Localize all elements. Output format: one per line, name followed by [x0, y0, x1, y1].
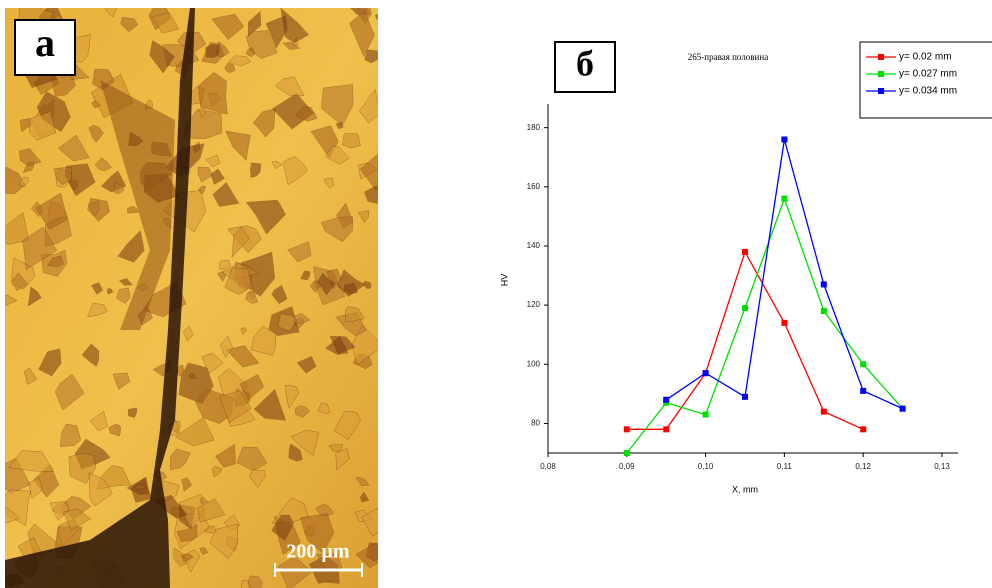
- y-tick-label: 80: [531, 419, 540, 428]
- y-axis-label: HV: [499, 274, 509, 287]
- x-tick-label: 0,13: [934, 462, 950, 471]
- x-tick-label: 0,09: [619, 462, 635, 471]
- point: [821, 409, 827, 415]
- point: [742, 305, 748, 311]
- grain: [342, 134, 360, 149]
- x-tick-label: 0,11: [777, 462, 793, 471]
- point: [742, 249, 748, 255]
- point: [703, 412, 709, 418]
- point: [860, 426, 866, 432]
- point: [624, 450, 630, 456]
- scale-bar-label: 200 µm: [286, 541, 350, 563]
- point: [781, 196, 787, 202]
- point: [860, 361, 866, 367]
- legend-label: y= 0.027 mm: [899, 69, 957, 80]
- chart-title: 265-правая половина: [688, 52, 768, 62]
- point: [821, 308, 827, 314]
- point: [860, 388, 866, 394]
- point: [624, 426, 630, 432]
- y-tick-label: 180: [527, 123, 541, 132]
- point: [821, 281, 827, 287]
- y-tick-label: 120: [527, 300, 541, 309]
- legend-label: y= 0.034 mm: [899, 86, 957, 97]
- point: [781, 320, 787, 326]
- micrograph: [0, 0, 392, 588]
- y-tick-label: 100: [527, 359, 541, 368]
- x-tick-label: 0,12: [855, 462, 871, 471]
- legend-marker: [878, 88, 884, 94]
- x-tick-label: 0,08: [540, 462, 556, 471]
- legend-marker: [878, 54, 884, 60]
- chart: б 265-правая половина X, mm HV 0,08 0,09 0…: [499, 42, 992, 494]
- page: {"panel_a": {"label": "а", "scale_bar": …: [0, 0, 992, 588]
- panel-label: б: [576, 43, 594, 83]
- y-tick-label: 160: [527, 182, 541, 191]
- point: [742, 394, 748, 400]
- legend-label: y= 0.02 mm: [899, 52, 952, 63]
- series-line: [627, 252, 863, 429]
- x-tick-label: 0,10: [698, 462, 714, 471]
- point: [703, 370, 709, 376]
- point: [781, 136, 787, 142]
- point: [663, 397, 669, 403]
- series-line: [627, 199, 903, 453]
- y-tick-label: 140: [527, 241, 541, 250]
- point: [900, 406, 906, 412]
- x-axis-label: X, mm: [732, 484, 758, 494]
- panel-label: а: [35, 20, 55, 65]
- point: [663, 426, 669, 432]
- grain: [365, 50, 383, 63]
- legend-marker: [878, 71, 884, 77]
- figure: а 200 µm б 265-правая половина X, mm HV …: [0, 0, 992, 588]
